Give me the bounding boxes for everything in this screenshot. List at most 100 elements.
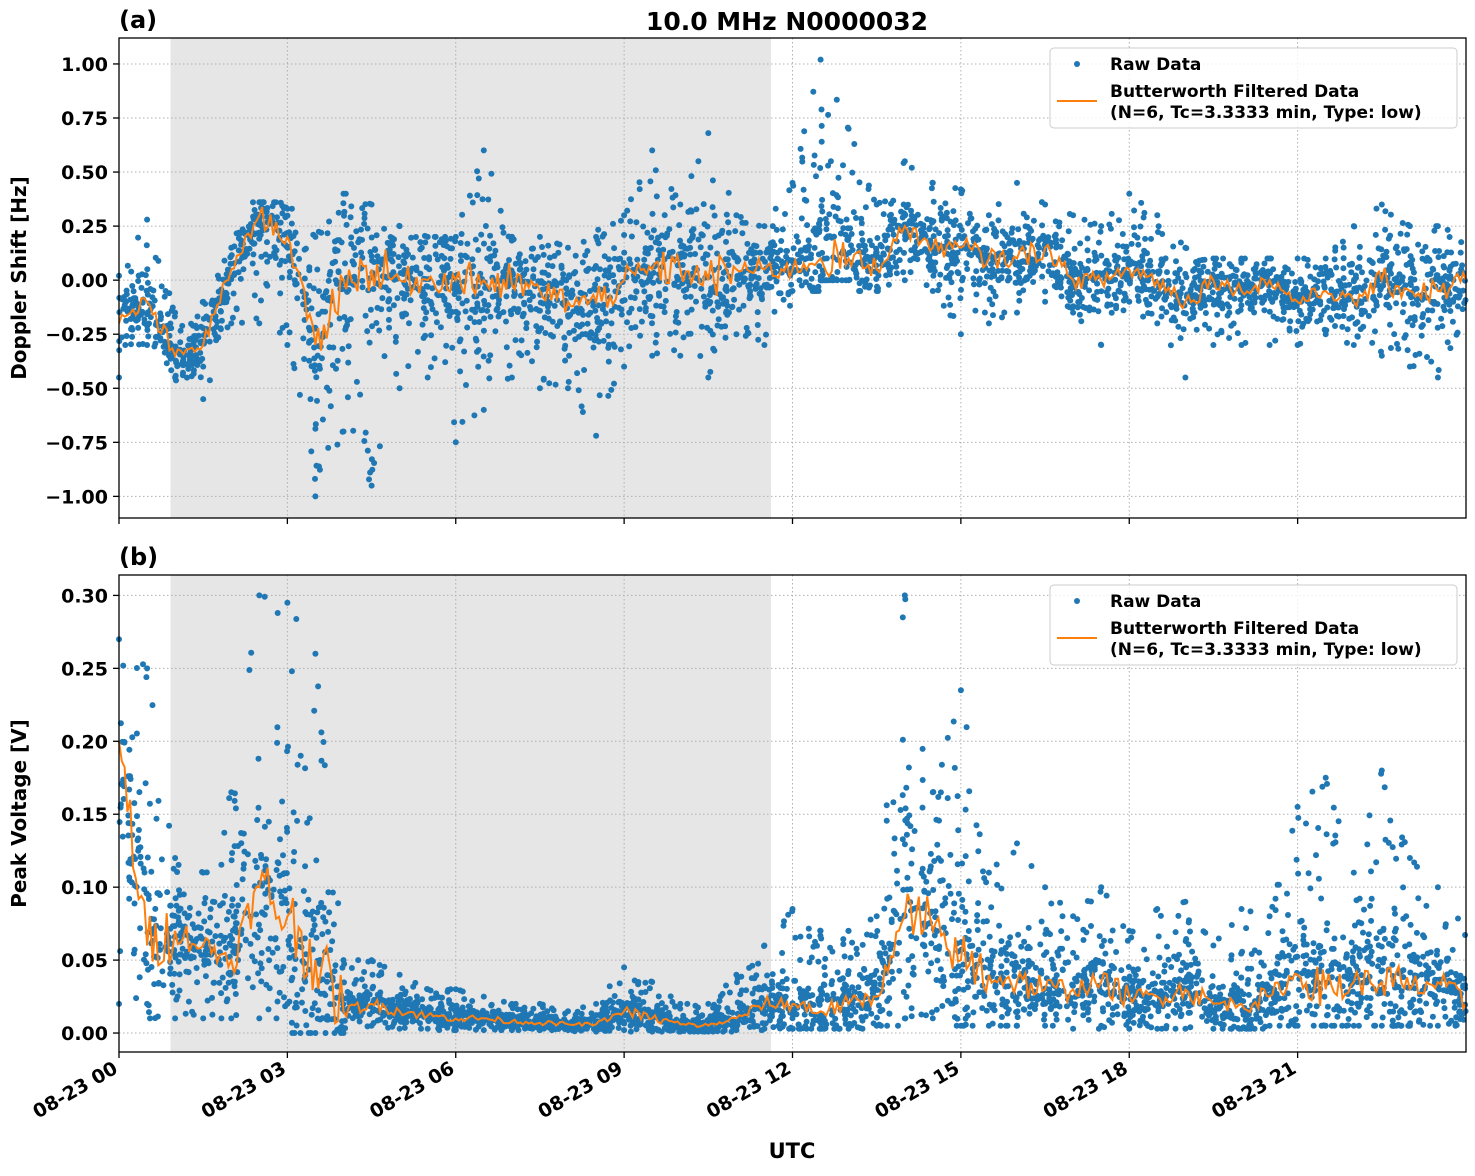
raw-data-point [683, 294, 689, 300]
raw-data-point [759, 291, 765, 297]
raw-data-point [881, 211, 887, 217]
raw-data-point [1054, 272, 1060, 278]
raw-data-point [348, 214, 354, 220]
raw-data-point [231, 272, 237, 278]
raw-data-point [836, 218, 842, 224]
raw-data-point [275, 999, 281, 1005]
raw-data-point [287, 274, 293, 280]
raw-data-point [1070, 310, 1076, 316]
raw-data-point [302, 765, 308, 771]
raw-data-point [679, 242, 685, 248]
raw-data-point [481, 407, 487, 413]
raw-data-point [226, 795, 232, 801]
raw-data-point [169, 912, 175, 918]
y-tick-label: 0.50 [61, 162, 108, 184]
raw-data-point [186, 336, 192, 342]
raw-data-point [513, 261, 519, 267]
raw-data-point [302, 1008, 308, 1014]
raw-data-point [604, 1000, 610, 1006]
raw-data-point [1210, 289, 1216, 295]
y-axis-label: Doppler Shift [Hz] [7, 176, 31, 380]
raw-data-point [902, 158, 908, 164]
raw-data-point [287, 269, 293, 275]
raw-data-point [929, 185, 935, 191]
raw-data-point [834, 269, 840, 275]
raw-data-point [716, 1004, 722, 1010]
raw-data-point [369, 253, 375, 259]
raw-data-point [937, 272, 943, 278]
raw-data-point [787, 303, 793, 309]
raw-data-point [1155, 292, 1161, 298]
raw-data-point [1070, 212, 1076, 218]
raw-data-point [764, 282, 770, 288]
raw-data-point [194, 979, 200, 985]
raw-data-point [936, 282, 942, 288]
y-tick-label: 0.00 [61, 270, 108, 292]
raw-data-point [1228, 323, 1234, 329]
raw-data-point [1442, 307, 1448, 313]
raw-data-point [886, 282, 892, 288]
raw-data-point [202, 301, 208, 307]
raw-data-point [335, 900, 341, 906]
raw-data-point [959, 235, 965, 241]
raw-data-point [918, 227, 924, 233]
raw-data-point [701, 201, 707, 207]
raw-data-point [201, 918, 207, 924]
raw-data-point [340, 200, 346, 206]
raw-data-point [907, 257, 913, 263]
raw-data-point [138, 854, 144, 860]
raw-data-point [626, 343, 632, 349]
raw-data-point [531, 266, 537, 272]
raw-data-point [302, 276, 308, 282]
raw-data-point [688, 331, 694, 337]
raw-data-point [1091, 293, 1097, 299]
raw-data-point [425, 375, 431, 381]
raw-data-point [893, 249, 899, 255]
raw-data-point [1095, 308, 1101, 314]
raw-data-point [258, 978, 264, 984]
raw-data-point [860, 237, 866, 243]
raw-data-point [402, 311, 408, 317]
raw-data-point [710, 332, 716, 338]
raw-data-point [848, 242, 854, 248]
raw-data-point [385, 1025, 391, 1031]
raw-data-point [930, 218, 936, 224]
raw-data-point [877, 200, 883, 206]
raw-data-point [1173, 258, 1179, 264]
raw-data-point [1383, 254, 1389, 260]
raw-data-point [473, 338, 479, 344]
raw-data-point [181, 891, 187, 897]
raw-data-point [717, 998, 723, 1004]
raw-data-point [612, 993, 618, 999]
raw-data-point [723, 239, 729, 245]
raw-data-point [222, 258, 228, 264]
raw-data-point [442, 234, 448, 240]
raw-data-point [218, 990, 224, 996]
raw-data-point [1332, 248, 1338, 254]
raw-data-point [1146, 301, 1152, 307]
raw-data-point [386, 306, 392, 312]
raw-data-point [300, 335, 306, 341]
raw-data-point [1113, 295, 1119, 301]
raw-data-point [306, 358, 312, 364]
raw-data-point [143, 780, 149, 786]
raw-data-point [122, 342, 128, 348]
raw-data-point [866, 183, 872, 189]
raw-data-point [719, 230, 725, 236]
raw-data-point [353, 228, 359, 234]
raw-data-point [767, 245, 773, 251]
raw-data-point [458, 240, 464, 246]
raw-data-point [565, 1008, 571, 1014]
raw-data-point [336, 210, 342, 216]
raw-data-point [935, 287, 941, 293]
raw-data-point [840, 162, 846, 168]
raw-data-point [486, 246, 492, 252]
raw-data-point [400, 258, 406, 264]
raw-data-point [218, 862, 224, 868]
raw-data-point [369, 483, 375, 489]
raw-data-point [1203, 310, 1209, 316]
raw-data-point [723, 983, 729, 989]
raw-data-point [216, 980, 222, 986]
raw-data-point [342, 1025, 348, 1031]
raw-data-point [277, 990, 283, 996]
